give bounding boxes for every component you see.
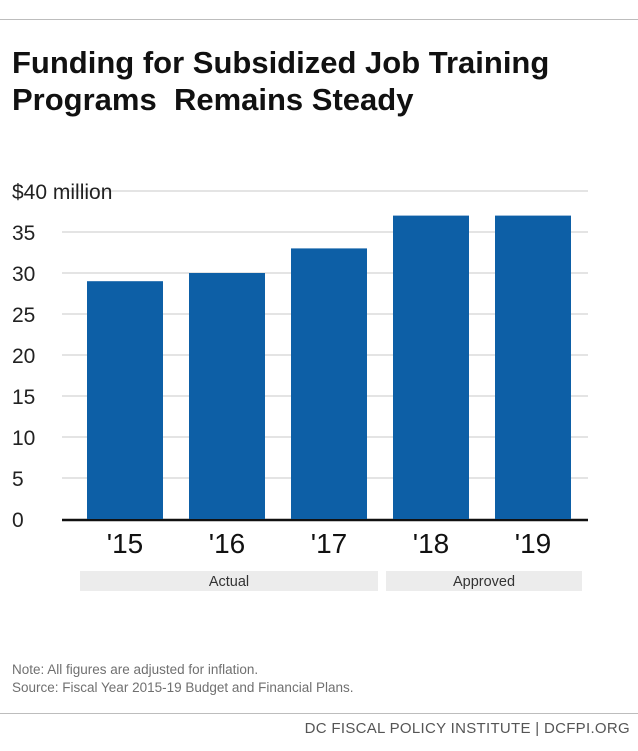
y-tick-label: 25 (12, 304, 35, 327)
note-text: Note: All figures are adjusted for infla… (12, 662, 259, 677)
bar (393, 215, 469, 519)
top-divider (0, 19, 638, 20)
x-tick-label: '19 (515, 528, 552, 559)
footer-credit: DC FISCAL POLICY INSTITUTE | DCFPI.ORG (304, 720, 630, 737)
y-tick-label: 0 (12, 509, 24, 532)
chart-title: Funding for Subsidized Job Training Prog… (12, 45, 558, 117)
bar (189, 273, 265, 519)
x-tick-label: '18 (413, 528, 450, 559)
group-label: Actual (209, 574, 249, 590)
y-tick-label: 30 (12, 263, 35, 286)
y-axis-ticks: 0 5 10 15 20 25 30 35 $40 million (12, 181, 112, 532)
bars (87, 215, 571, 519)
bar (495, 215, 571, 519)
category-groups: Actual Approved (80, 571, 582, 591)
x-axis-ticks: '15 '16 '17 '18 '19 (107, 528, 552, 559)
y-tick-label: 15 (12, 386, 35, 409)
y-tick-label: 10 (12, 427, 35, 450)
bar (87, 281, 163, 519)
group-band (386, 571, 582, 591)
y-tick-label: 20 (12, 345, 35, 368)
y-tick-label: 5 (12, 468, 24, 491)
bottom-divider (0, 713, 638, 714)
x-tick-label: '15 (107, 528, 144, 559)
group-band (80, 571, 378, 591)
source-text: Source: Fiscal Year 2015-19 Budget and F… (12, 680, 354, 695)
y-tick-label: 35 (12, 222, 35, 245)
bar (291, 248, 367, 519)
x-tick-label: '16 (209, 528, 246, 559)
group-label: Approved (453, 574, 515, 590)
x-tick-label: '17 (311, 528, 348, 559)
y-tick-label: $40 million (12, 181, 112, 204)
